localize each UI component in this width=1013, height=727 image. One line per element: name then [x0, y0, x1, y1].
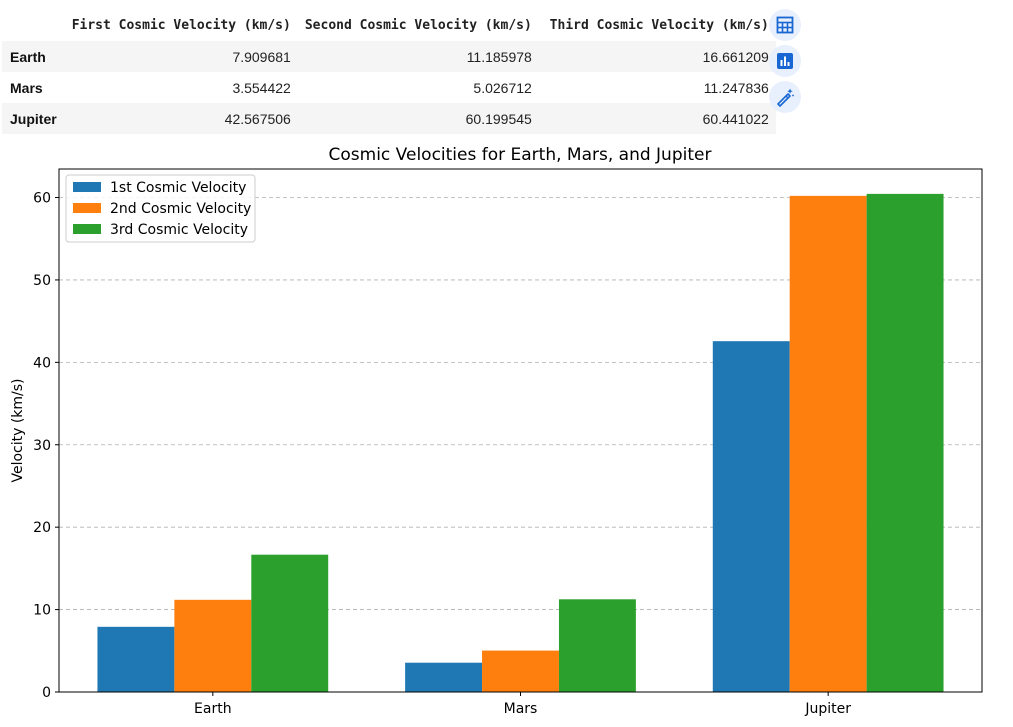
- table-icon: [776, 16, 794, 34]
- suggest-charts-button[interactable]: [769, 45, 801, 77]
- y-axis-label: Velocity (km/s): [10, 378, 26, 482]
- x-tick-label: Earth: [194, 701, 232, 717]
- table-corner-cell: [2, 10, 65, 41]
- bar-jupiter-2: [789, 195, 867, 692]
- y-axis: 0 10 20 30 40 50 60: [33, 191, 59, 701]
- column-header: Third Cosmic Velocity (km/s): [549, 18, 769, 33]
- table-row: Mars 3.554422 5.026712 11.247836: [2, 72, 776, 103]
- bar-chart-icon: [777, 53, 793, 69]
- table-cell: 16.661209: [702, 48, 769, 65]
- bar-chart: Cosmic Velocities for Earth, Mars, and J…: [10, 145, 983, 717]
- table-cell: 11.185978: [466, 48, 532, 65]
- legend-label: 2nd Cosmic Velocity: [110, 201, 251, 217]
- table-row: Jupiter 42.567506 60.199545 60.441022: [2, 103, 776, 134]
- y-tick-label: 20: [33, 520, 51, 536]
- y-tick-label: 50: [33, 273, 51, 289]
- legend-box: [65, 174, 256, 243]
- table-cell: 60.441022: [702, 110, 769, 127]
- table-cell: 7.909681: [232, 48, 291, 65]
- row-header: Mars: [10, 79, 43, 96]
- column-header: Second Cosmic Velocity (km/s): [304, 18, 532, 33]
- row-header: Jupiter: [10, 110, 57, 127]
- bar-jupiter-1: [712, 341, 790, 692]
- table-cell: 3.554422: [232, 79, 291, 96]
- convert-to-interactive-table-button[interactable]: [769, 9, 801, 41]
- bar-mars-3: [558, 599, 636, 692]
- x-tick-label: Mars: [504, 701, 538, 717]
- bar-mars-1: [405, 662, 483, 692]
- bars: [97, 193, 944, 692]
- y-tick-label: 60: [33, 191, 51, 207]
- table-cell: 42.567506: [224, 110, 291, 127]
- table-header-row: First Cosmic Velocity (km/s) Second Cosm…: [2, 10, 776, 41]
- legend: 1st Cosmic Velocity 2nd Cosmic Velocity 3r…: [65, 174, 256, 243]
- dataframe-table: First Cosmic Velocity (km/s) Second Cosm…: [2, 10, 776, 134]
- generate-code-button[interactable]: [769, 81, 801, 113]
- x-axis: Earth Mars Jupiter: [194, 692, 851, 717]
- magic-wand-icon: [777, 88, 794, 107]
- x-tick-label: Jupiter: [804, 701, 851, 717]
- legend-swatch: [73, 224, 101, 234]
- column-header: First Cosmic Velocity (km/s): [71, 18, 291, 33]
- table-cell: 11.247836: [703, 79, 769, 96]
- bar-jupiter-3: [866, 193, 944, 692]
- bar-earth-1: [97, 626, 175, 692]
- table-row: Earth 7.909681 11.185978 16.661209: [2, 41, 776, 72]
- bar-earth-2: [174, 599, 252, 692]
- legend-label: 3rd Cosmic Velocity: [110, 222, 248, 238]
- y-tick-label: 10: [33, 603, 51, 619]
- y-tick-label: 0: [42, 685, 51, 701]
- y-tick-label: 30: [33, 438, 51, 454]
- bar-mars-2: [482, 650, 559, 692]
- y-tick-label: 40: [33, 355, 51, 371]
- row-header: Earth: [10, 48, 46, 65]
- table-cell: 5.026712: [473, 79, 532, 96]
- legend-label: 1st Cosmic Velocity: [110, 180, 246, 196]
- table-cell: 60.199545: [465, 110, 532, 127]
- legend-swatch: [73, 182, 101, 192]
- legend-swatch: [73, 203, 101, 213]
- chart-title: Cosmic Velocities for Earth, Mars, and J…: [329, 145, 712, 165]
- bar-earth-3: [251, 554, 329, 692]
